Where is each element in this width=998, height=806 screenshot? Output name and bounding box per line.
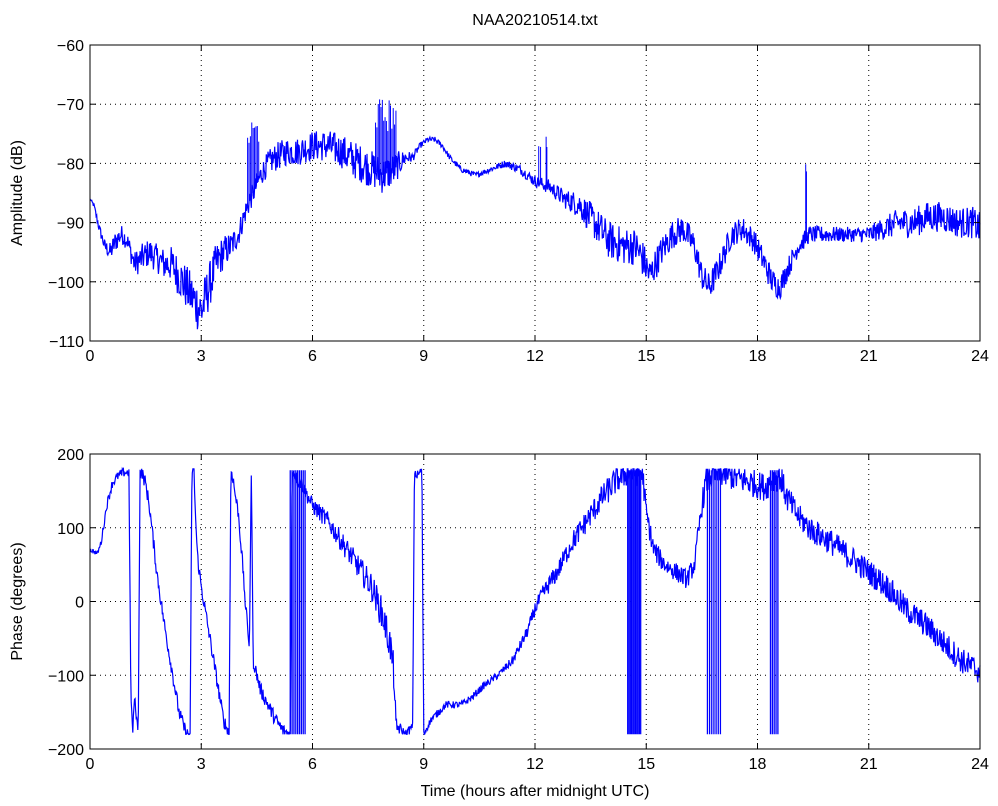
y-tick-label: −80 <box>57 156 84 173</box>
phase-y-axis-label: Phase (degrees) <box>9 542 26 660</box>
amplitude-series <box>89 99 981 330</box>
x-tick-label: 0 <box>86 348 95 365</box>
x-tick-label: 24 <box>971 756 989 773</box>
phase-panel: 0 3 6 9 12 15 18 21 24 −200 −100 0 100 200 Phase (deg… <box>9 447 989 800</box>
x-tick-label: 24 <box>971 348 989 365</box>
y-tick-label: −100 <box>48 668 84 685</box>
y-tick-label: −60 <box>57 38 84 55</box>
x-tick-label: 9 <box>419 348 428 365</box>
y-tick-label: 200 <box>57 447 84 464</box>
x-tick-label: 15 <box>637 348 655 365</box>
x-tick-label: 3 <box>197 756 206 773</box>
amplitude-panel: 0 3 6 9 12 15 18 21 24 −110 −100 −90 −80 −70 −60 NAA20… <box>9 12 989 365</box>
data-line <box>89 466 981 736</box>
x-tick-label: 0 <box>86 756 95 773</box>
y-tick-label: −90 <box>57 216 84 233</box>
x-tick-label: 12 <box>526 348 544 365</box>
x-tick-label: 12 <box>526 756 544 773</box>
x-tick-label: 6 <box>308 348 317 365</box>
amplitude-grid <box>90 45 980 341</box>
y-tick-label: −70 <box>57 97 84 114</box>
phase-ticks: 0 3 6 9 12 15 18 21 24 −200 −100 0 100 200 <box>48 447 989 773</box>
x-tick-label: 18 <box>749 756 767 773</box>
x-tick-label: 9 <box>419 756 428 773</box>
phase-series <box>89 466 981 736</box>
x-tick-label: 3 <box>197 348 206 365</box>
y-tick-label: −110 <box>49 334 84 351</box>
x-tick-label: 18 <box>749 348 767 365</box>
y-tick-label: 0 <box>75 595 84 612</box>
x-tick-label: 21 <box>860 348 878 365</box>
amplitude-y-axis-label: Amplitude (dB) <box>9 140 26 246</box>
y-tick-label: −100 <box>48 275 84 292</box>
y-tick-label: 100 <box>57 521 84 538</box>
amplitude-ticks: 0 3 6 9 12 15 18 21 24 −110 −100 −90 −80 −70 −60 <box>48 38 989 365</box>
y-tick-label: −200 <box>48 742 84 759</box>
data-line <box>89 131 981 330</box>
chart-title: NAA20210514.txt <box>472 12 598 29</box>
phase-grid <box>90 454 980 749</box>
x-tick-label: 21 <box>860 756 878 773</box>
x-tick-label: 15 <box>637 756 655 773</box>
x-tick-label: 6 <box>308 756 317 773</box>
x-axis-label: Time (hours after midnight UTC) <box>421 783 650 800</box>
